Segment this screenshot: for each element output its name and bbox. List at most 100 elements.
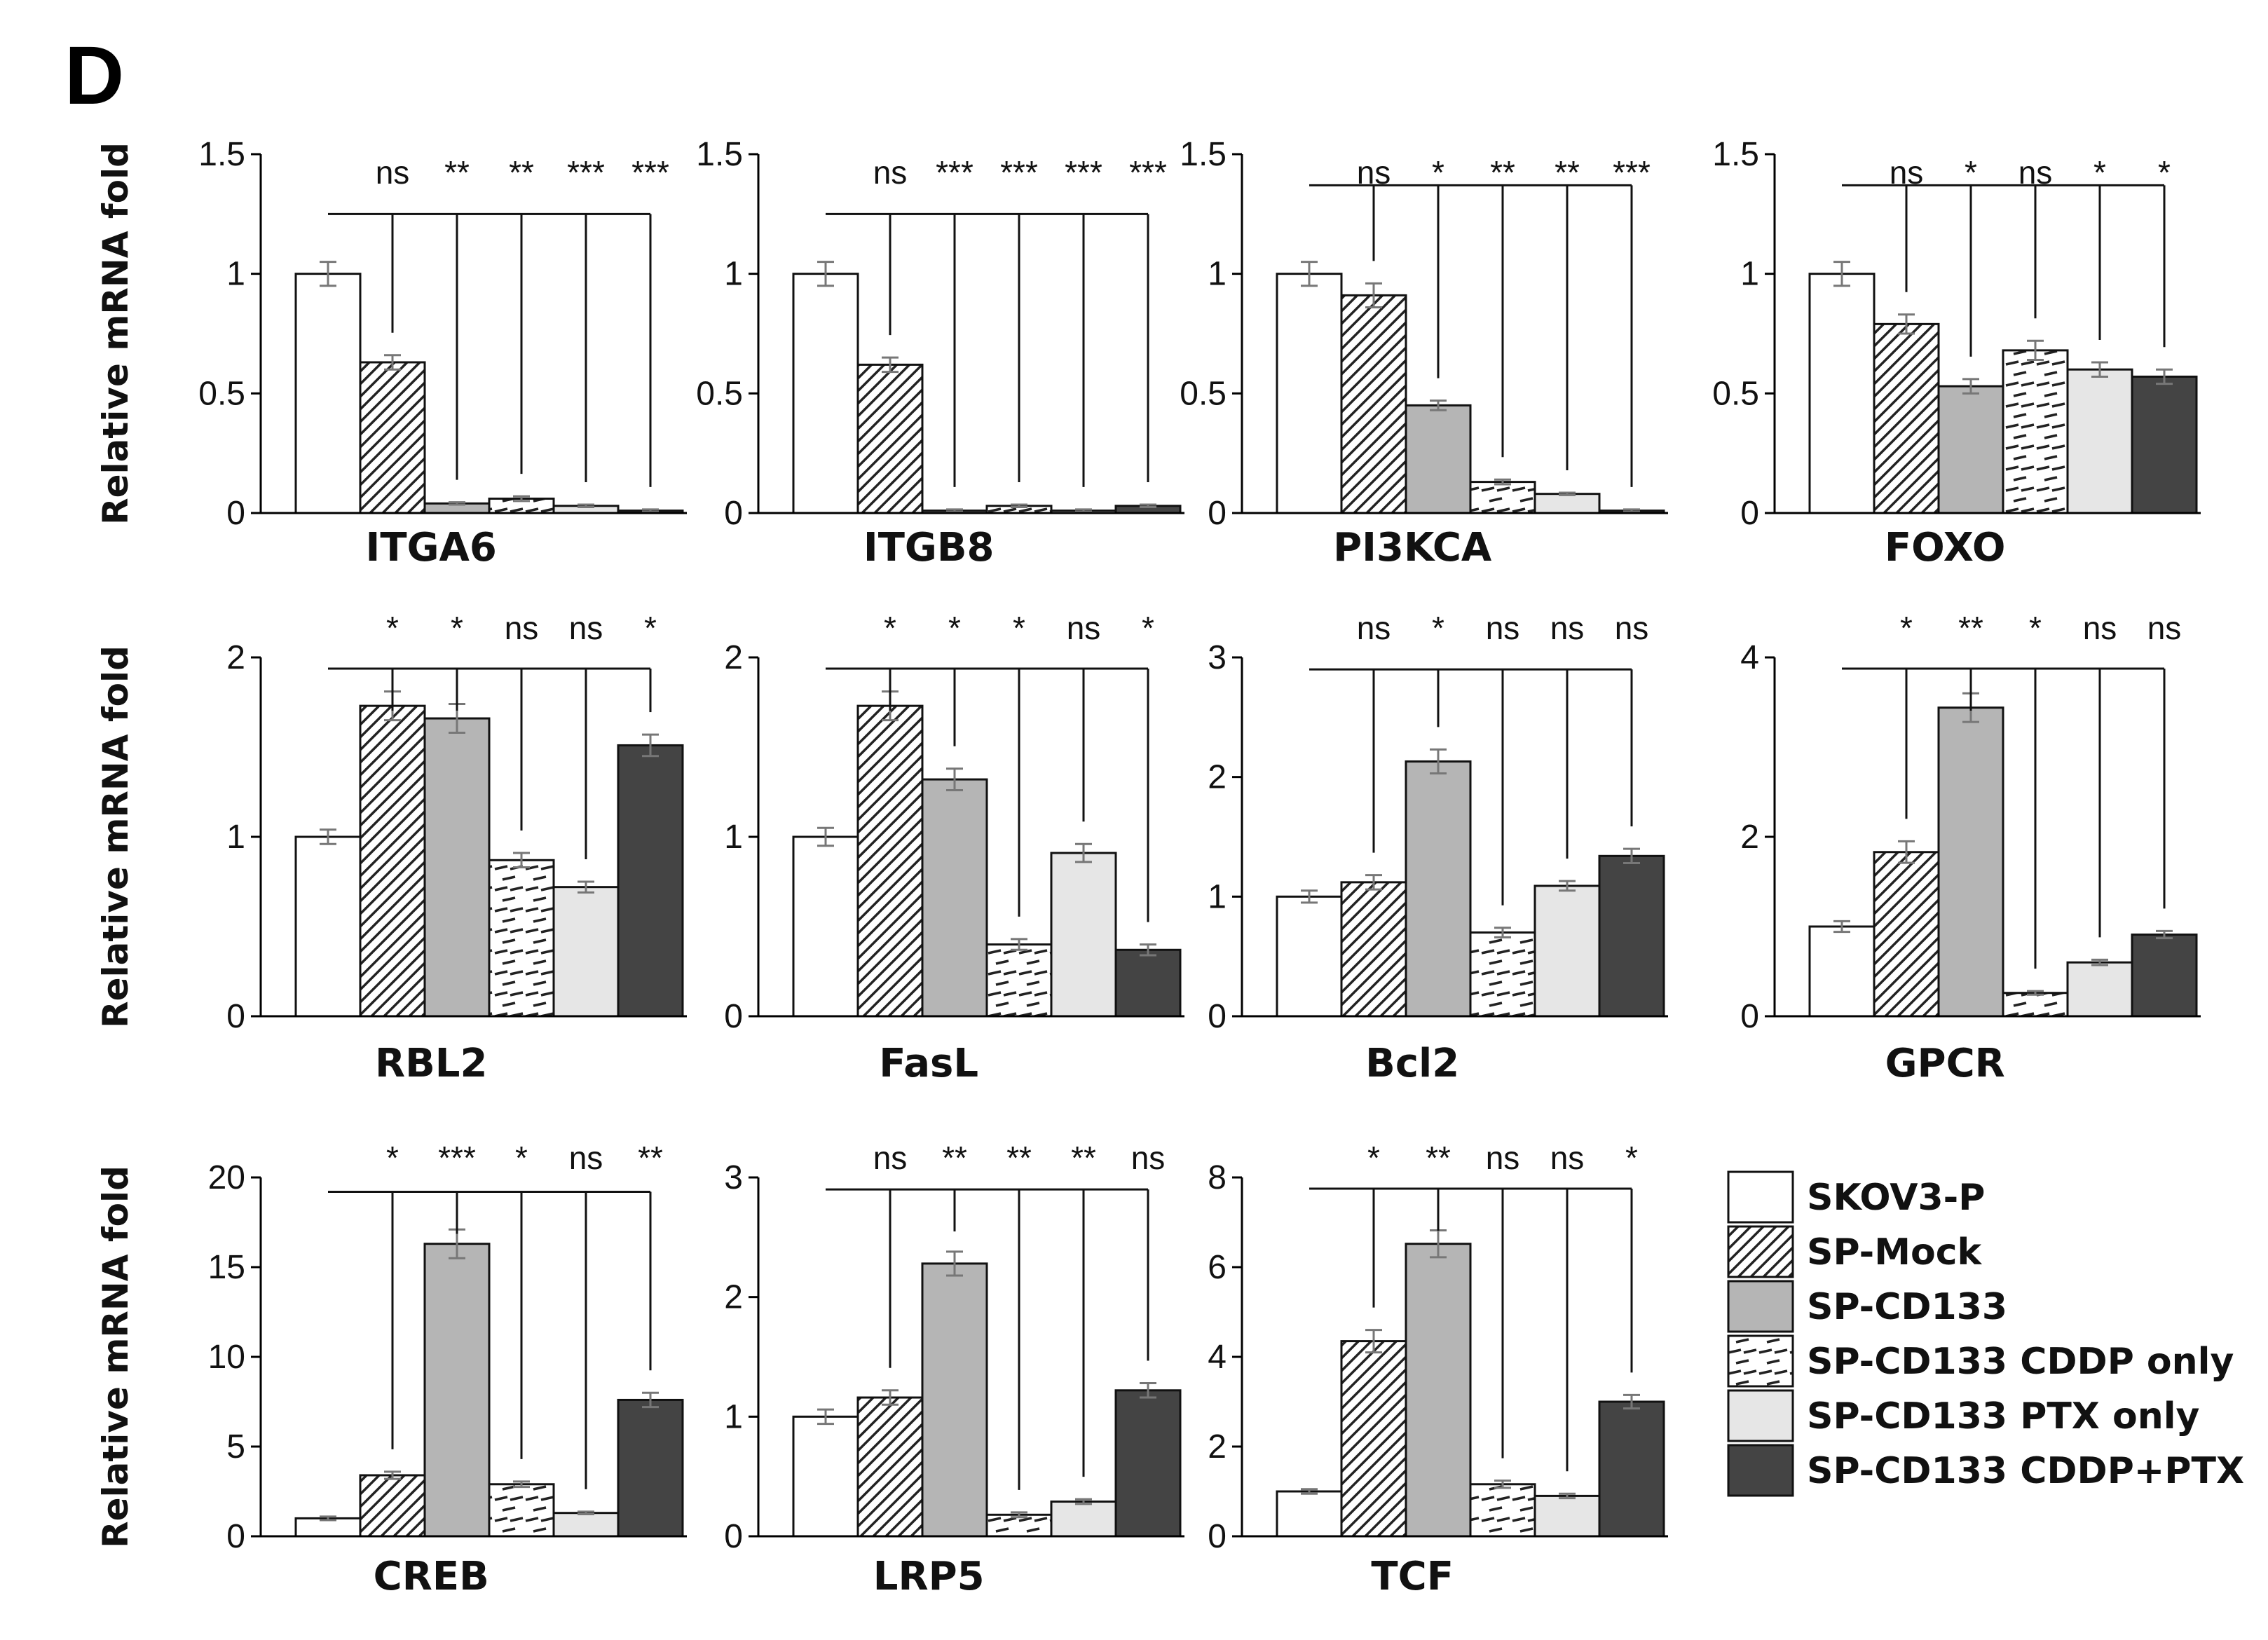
gene-label: TCF (1371, 1554, 1454, 1599)
y-axis-label: Relative mRNA fold (95, 1166, 136, 1548)
bar-sp-cd133-cddp-only (1469, 481, 1536, 514)
significance-label: ns (1131, 1140, 1166, 1176)
bar-sp-cd133-ptx-only (552, 1512, 620, 1538)
y-tick-label: 0 (1740, 998, 1759, 1035)
significance-label: * (884, 610, 896, 646)
bar-sp-mock (856, 363, 924, 514)
significance-label: ** (444, 154, 470, 191)
y-tick-label: 15 (208, 1249, 245, 1286)
chart-pi3kca: 00.511.5 ns * ** ** ***PI3KCA (1180, 136, 1668, 570)
legend: SKOV3-P SP-Mock SP-CD133 SP-CD133 CDDP only… (1727, 1170, 2244, 1497)
chart-rbl2: 0 1 2 Relative mRNA fold * * ns ns * RBL2 (95, 610, 687, 1086)
bar-sp-cd133-cddp-only (488, 1483, 555, 1538)
bar-sp-cd133 (1405, 404, 1472, 514)
significance-label: ns (1357, 154, 1391, 191)
significance-label: * (386, 1140, 399, 1176)
significance-label: ns (505, 610, 539, 646)
significance-label: ns (2018, 154, 2053, 191)
bar-skov3-p (294, 835, 362, 1018)
bar-sp-mock (1340, 1340, 1407, 1538)
significance-label: *** (1613, 154, 1651, 191)
bar-sp-cd133-cddp-ptx (1598, 1400, 1665, 1538)
significance-label: * (2029, 610, 2042, 646)
significance-label: ns (1357, 610, 1391, 646)
significance-label: * (1432, 154, 1444, 191)
significance-label: *** (936, 154, 974, 191)
y-tick-label: 1 (226, 256, 245, 293)
bar-skov3-p (792, 835, 859, 1018)
significance-label: *** (1129, 154, 1167, 191)
significance-label: *** (631, 154, 669, 191)
bar-sp-cd133-cddp-ptx (617, 1398, 684, 1538)
y-tick-label: 1.5 (1712, 136, 1759, 173)
y-tick-label: 2 (1208, 759, 1227, 796)
significance-label: ns (1486, 1140, 1520, 1176)
bar-sp-cd133-ptx-only (1533, 493, 1601, 514)
bar-skov3-p (1276, 1490, 1343, 1538)
bar-sp-cd133 (423, 717, 491, 1018)
y-tick-label: 2 (1740, 819, 1759, 856)
bar-sp-mock (359, 1474, 426, 1538)
bar-sp-cd133-cddp-ptx (2131, 375, 2198, 514)
significance-label: *** (1065, 154, 1102, 191)
y-tick-label: 4 (1208, 1339, 1227, 1376)
bar-sp-cd133-cddp-only (1469, 931, 1536, 1018)
legend-label: SP-CD133 CDDP only (1807, 1341, 2234, 1383)
gene-label: FOXO (1885, 525, 2006, 570)
y-tick-label: 2 (1208, 1428, 1227, 1465)
y-tick-label: 2 (226, 639, 245, 676)
significance-label: ns (1550, 1140, 1585, 1176)
significance-label: ns (1067, 610, 1101, 646)
bar-sp-cd133-cddp-ptx (2131, 934, 2198, 1018)
significance-label: * (644, 610, 657, 646)
bar-sp-cd133-cddp-only (488, 859, 555, 1018)
y-tick-label: 1.5 (696, 136, 743, 173)
bar-sp-mock (359, 361, 426, 514)
bar-sp-cd133 (921, 778, 988, 1018)
significance-label: * (1900, 610, 1913, 646)
significance-label: * (1965, 154, 1977, 191)
significance-label: ** (942, 1140, 967, 1176)
bar-sp-cd133 (1937, 385, 2004, 514)
gene-label: FasL (879, 1041, 978, 1086)
legend-label: SP-CD133 CDDP+PTX (1807, 1450, 2244, 1492)
y-tick-label: 0.5 (198, 375, 245, 412)
y-tick-label: 1 (724, 256, 743, 293)
legend-item: SP-CD133 CDDP only (1727, 1334, 2234, 1388)
significance-label: ** (638, 1140, 663, 1176)
significance-label: *** (567, 154, 605, 191)
significance-label: ns (873, 154, 908, 191)
bar-skov3-p (294, 273, 362, 514)
bar-sp-cd133 (1937, 706, 2004, 1018)
bar-skov3-p (792, 273, 859, 514)
bar-sp-cd133-ptx-only (1533, 1494, 1601, 1538)
legend-item: SKOV3-P (1727, 1170, 1985, 1224)
significance-label: ns (1486, 610, 1520, 646)
bar-sp-cd133-cddp-only (1469, 1483, 1536, 1538)
bar-sp-mock (1873, 851, 1940, 1018)
bar-sp-mock (856, 1396, 924, 1538)
y-tick-label: 1 (1208, 256, 1227, 293)
significance-label: * (2093, 154, 2106, 191)
significance-label: * (1142, 610, 1154, 646)
legend-swatch (1727, 1225, 1794, 1278)
y-tick-label: 1.5 (198, 136, 245, 173)
legend-swatch (1727, 1389, 1794, 1442)
y-tick-label: 0.5 (1712, 375, 1759, 412)
y-tick-label: 1 (724, 1398, 743, 1435)
y-tick-label: 0.5 (696, 375, 743, 412)
legend-swatch (1727, 1280, 1794, 1333)
gene-label: RBL2 (375, 1041, 487, 1086)
y-tick-label: 20 (208, 1159, 245, 1196)
legend-item: SP-CD133 PTX only (1727, 1389, 2199, 1442)
y-tick-label: 0 (226, 495, 245, 532)
y-tick-label: 0.5 (1180, 375, 1227, 412)
y-tick-label: 1 (1740, 256, 1759, 293)
legend-label: SKOV3-P (1807, 1177, 1985, 1219)
bar-sp-mock (1340, 881, 1407, 1018)
y-tick-label: 1 (226, 819, 245, 856)
gene-label: LRP5 (873, 1554, 985, 1599)
significance-label: * (1625, 1140, 1638, 1176)
